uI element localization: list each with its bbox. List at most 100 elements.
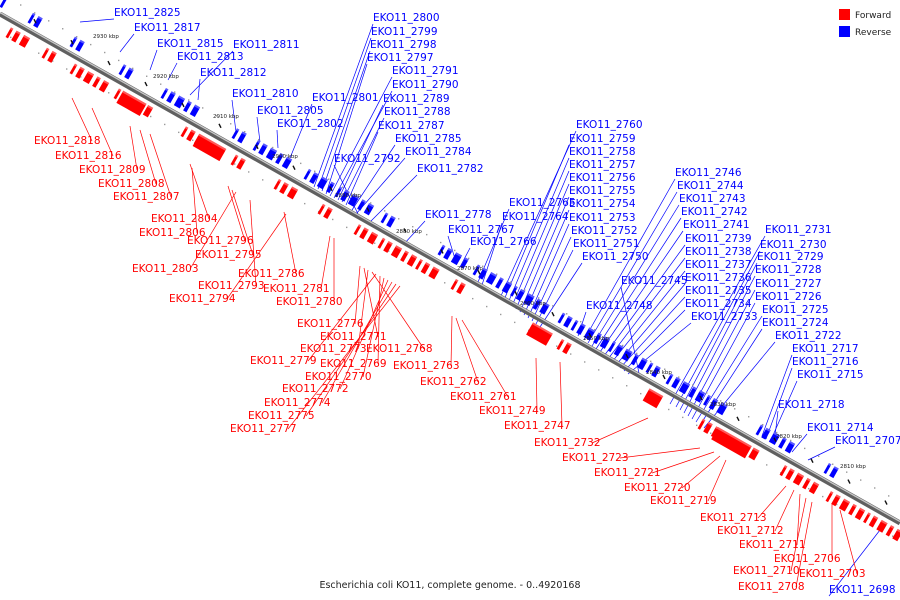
forward-gene-leader <box>189 163 210 220</box>
guide-dot <box>20 4 22 6</box>
guide-dot <box>892 535 894 537</box>
reverse-gene-label: EKO11_2792 <box>334 153 401 165</box>
reverse-gene-leader <box>611 270 686 363</box>
reverse-gene <box>563 315 573 328</box>
guide-dot <box>356 194 358 196</box>
forward-gene-label: EKO11_2769 <box>320 358 387 370</box>
guide-dot <box>468 257 470 260</box>
gene-body <box>366 231 379 245</box>
gene-shine <box>604 336 611 342</box>
gene-shine <box>476 264 481 268</box>
feature-tick <box>699 395 703 401</box>
reverse-gene <box>363 202 375 216</box>
gene-shine <box>773 432 781 438</box>
forward-gene-leader <box>129 125 138 171</box>
reverse-gene-leader <box>189 50 234 96</box>
gene-shine <box>283 182 289 187</box>
reverse-gene-label: EKO11_2764 <box>502 211 569 223</box>
reverse-gene-leader <box>313 23 374 188</box>
gene-shine <box>368 202 375 208</box>
gene-body <box>792 472 805 486</box>
forward-gene <box>854 507 866 521</box>
scale-label: 2810 kbp <box>840 464 866 470</box>
forward-gene <box>825 491 834 503</box>
gene-body <box>515 288 526 301</box>
reverse-gene-label: EKO11_2750 <box>582 251 649 263</box>
gene-body <box>236 157 246 170</box>
guide-dot <box>598 369 600 371</box>
reverse-gene-label: EKO11_2707 <box>835 435 900 447</box>
forward-gene-leader <box>305 283 397 417</box>
forward-gene-leader <box>619 447 701 459</box>
forward-gene <box>18 34 31 48</box>
guide-dot <box>52 60 54 62</box>
gene-shine <box>128 67 134 72</box>
reverse-gene-leader <box>675 250 761 408</box>
forward-gene <box>456 282 466 295</box>
gene-shine <box>419 258 423 263</box>
gene-shine <box>852 503 857 508</box>
forward-gene <box>75 66 85 79</box>
gene-shine <box>381 237 386 241</box>
gene-body <box>82 71 95 85</box>
guide-dot <box>776 431 778 434</box>
gene-shine <box>432 266 440 272</box>
scale-label: 2850 kbp <box>583 336 609 342</box>
guide-dot <box>524 289 526 291</box>
gene-shine <box>506 281 513 286</box>
guide-dot <box>874 487 876 489</box>
guide-dot <box>818 455 820 458</box>
reverse-gene-leader <box>691 302 756 420</box>
forward-gene-leader <box>774 489 795 532</box>
forward-gene-leader <box>71 97 93 142</box>
forward-gene <box>885 525 895 537</box>
reverse-gene-leader <box>197 78 201 101</box>
forward-gene-label: EKO11_2763 <box>393 360 460 372</box>
forward-gene-label: EKO11_2713 <box>700 512 767 524</box>
gene-body <box>75 39 85 52</box>
reverse-gene-leader <box>503 144 570 301</box>
guide-dot <box>454 249 456 252</box>
gene-body <box>18 34 31 48</box>
forward-gene-leader <box>790 497 807 572</box>
forward-gene-label: EKO11_2762 <box>420 376 487 388</box>
reverse-gene-leader <box>337 104 384 201</box>
forward-gene-label: EKO11_2808 <box>98 178 165 190</box>
gene-body <box>258 143 268 156</box>
reverse-gene-leader <box>511 170 570 307</box>
reverse-gene-label: EKO11_2716 <box>792 356 859 368</box>
gene-body <box>340 189 350 202</box>
forward-gene <box>317 203 326 215</box>
guide-dot <box>640 392 642 395</box>
reverse-gene-leader <box>519 196 570 313</box>
forward-gene-leader <box>357 269 369 350</box>
forward-gene <box>562 342 572 355</box>
gene-shine <box>31 12 36 16</box>
guide-dot <box>398 218 400 220</box>
scale-label: 2840 kbp <box>646 370 672 376</box>
gene-shine <box>649 362 654 366</box>
reverse-gene <box>678 381 691 395</box>
gene-shine <box>363 227 369 232</box>
gene-shine <box>291 186 299 192</box>
reverse-gene <box>593 332 602 345</box>
gene-shine <box>198 133 227 151</box>
reverse-gene <box>124 67 134 80</box>
reverse-gene-leader <box>791 433 808 453</box>
gene-shine <box>235 128 240 132</box>
forward-gene <box>279 182 289 195</box>
reverse-gene <box>539 302 550 315</box>
gene-body <box>377 237 386 249</box>
forward-gene-label: EKO11_2780 <box>276 296 343 308</box>
gene-shine <box>752 447 760 453</box>
gene-body <box>347 193 360 207</box>
forward-gene-label: EKO11_2818 <box>34 135 101 147</box>
reverse-gene-label: EKO11_2726 <box>755 291 822 303</box>
gene-shine <box>190 129 196 134</box>
forward-gene-leader <box>362 277 385 378</box>
guide-dot <box>720 400 722 402</box>
guide-dot <box>314 170 316 172</box>
gene-body <box>316 176 329 190</box>
forward-gene <box>383 240 393 253</box>
forward-gene-label: EKO11_2747 <box>504 420 571 432</box>
